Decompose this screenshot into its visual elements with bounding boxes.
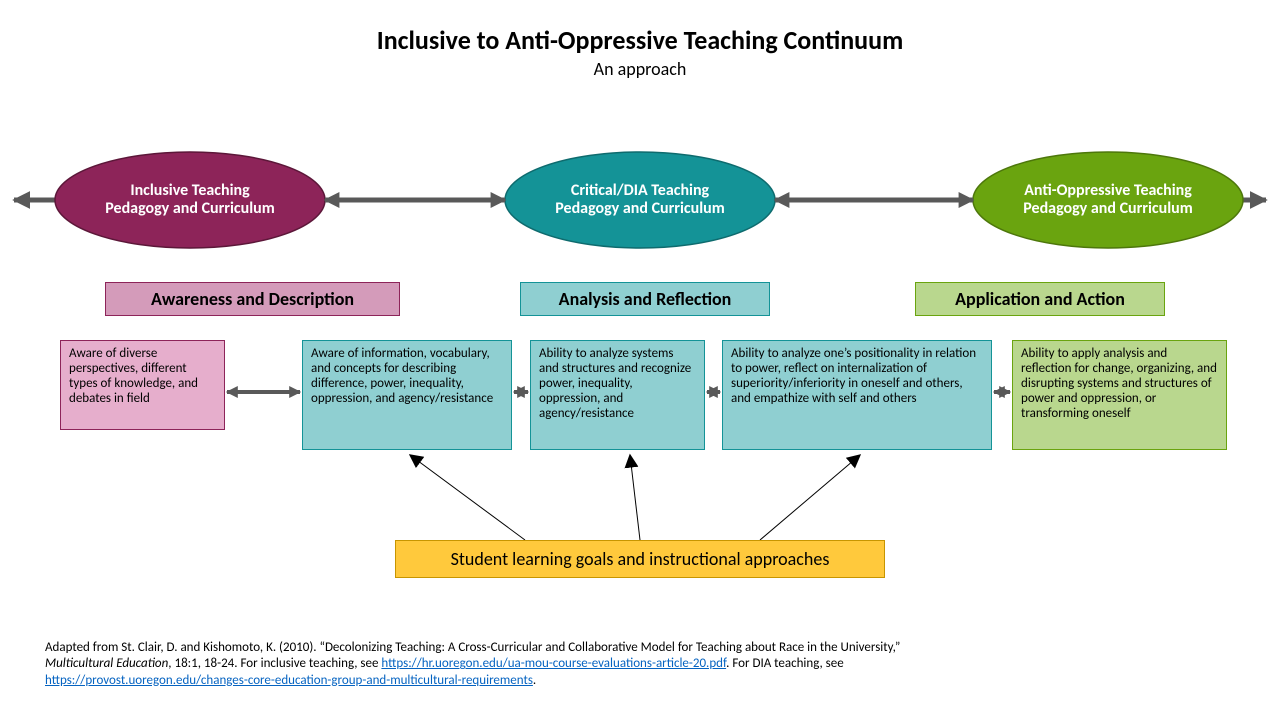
diagram-stage: Inclusive to Anti-Oppressive Teaching Co… <box>0 0 1280 720</box>
footnote-between: . For DIA teaching, see <box>726 656 844 671</box>
desc-box-box2: Aware of information, vocabulary, and co… <box>302 340 512 450</box>
phase-box-application: Application and Action <box>915 282 1165 316</box>
footnote-link-2[interactable]: https://provost.uoregon.edu/changes-core… <box>45 673 533 688</box>
ellipse-anti: Anti-Oppressive TeachingPedagogy and Cur… <box>973 152 1243 248</box>
ellipse-label-line1: Inclusive Teaching <box>130 181 249 200</box>
ellipse-label-line2: Pedagogy and Curriculum <box>105 199 274 218</box>
phase-box-analysis: Analysis and Reflection <box>520 282 770 316</box>
page-subtitle: An approach <box>0 58 1280 80</box>
page-title: Inclusive to Anti-Oppressive Teaching Co… <box>0 24 1280 56</box>
ellipse-critical: Critical/DIA TeachingPedagogy and Curric… <box>505 152 775 248</box>
ellipse-inclusive: Inclusive TeachingPedagogy and Curriculu… <box>55 152 325 248</box>
footnote-tail: . <box>533 673 536 688</box>
ellipse-label-line2: Pedagogy and Curriculum <box>555 199 724 218</box>
footnote: Adapted from St. Clair, D. and Kishomoto… <box>45 640 1240 689</box>
desc-box-box3: Ability to analyze systems and structure… <box>530 340 705 450</box>
goals-box: Student learning goals and instructional… <box>395 540 885 578</box>
desc-box-box5: Ability to apply analysis and reflection… <box>1012 340 1227 450</box>
footnote-post-italic: , 18:1, 18-24. For inclusive teaching, s… <box>168 656 381 671</box>
phase-box-awareness: Awareness and Description <box>105 282 400 316</box>
footnote-link-1[interactable]: https://hr.uoregon.edu/ua-mou-course-eva… <box>381 656 726 671</box>
footnote-line1: Adapted from St. Clair, D. and Kishomoto… <box>45 640 900 655</box>
ellipse-label-line2: Pedagogy and Curriculum <box>1023 199 1192 218</box>
desc-box-box4: Ability to analyze one’s positionality i… <box>722 340 992 450</box>
ellipse-label-line1: Anti-Oppressive Teaching <box>1024 181 1192 200</box>
desc-box-box1: Aware of diverse perspectives, different… <box>60 340 225 430</box>
footnote-italic: Multicultural Education <box>45 656 168 671</box>
ellipse-label-line1: Critical/DIA Teaching <box>571 181 709 200</box>
